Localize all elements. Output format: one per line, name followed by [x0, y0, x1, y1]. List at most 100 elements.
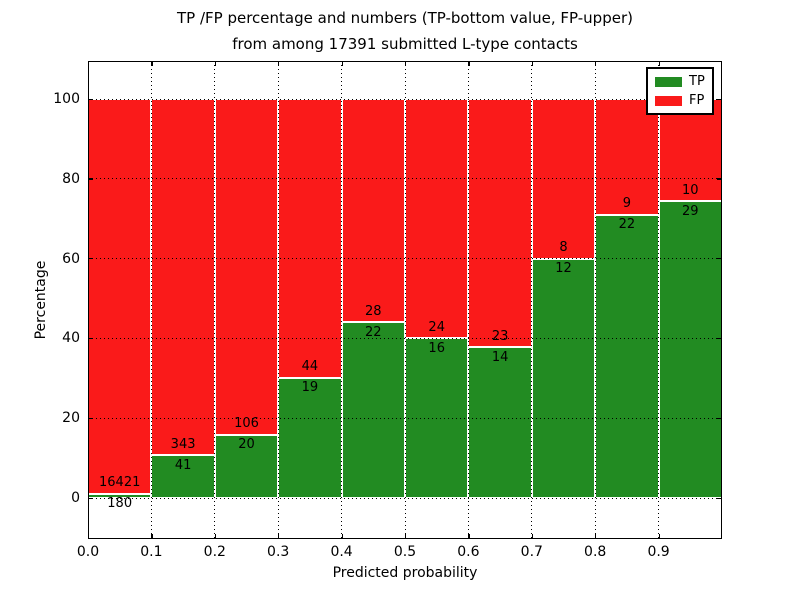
x-tick-mark — [595, 534, 597, 539]
legend-label: FP — [689, 93, 705, 108]
x-tick-label: 0.0 — [76, 544, 100, 560]
fp-count-label: 16421 — [99, 475, 141, 491]
gridline-vertical — [404, 61, 406, 539]
x-tick-mark — [405, 61, 407, 66]
x-tick-mark — [214, 61, 217, 66]
bar-tp-segment — [468, 347, 532, 498]
y-tick-mark — [717, 417, 722, 419]
x-tick-mark — [531, 61, 534, 66]
y-tick-mark — [88, 337, 93, 340]
y-tick-mark — [88, 258, 93, 260]
x-tick-mark — [468, 61, 470, 66]
x-tick-mark — [278, 534, 280, 539]
x-tick-label: 0.8 — [584, 544, 607, 560]
bar-tp-segment — [341, 322, 405, 498]
x-tick-mark — [405, 534, 407, 539]
legend: TP FP — [646, 67, 714, 115]
x-tick-label: 0.5 — [393, 544, 417, 560]
fp-count-label: 106 — [234, 416, 259, 432]
bar-fp-segment — [278, 99, 342, 378]
chart-title-line1: TP /FP percentage and numbers (TP-bottom… — [177, 9, 633, 27]
bar-tp-segment — [531, 258, 596, 498]
gridline-horizontal — [88, 497, 722, 499]
fp-count-label: 44 — [301, 359, 319, 375]
y-tick-label: 40 — [62, 330, 80, 347]
y-axis-label: Percentage — [33, 260, 49, 340]
gridline-vertical — [467, 61, 469, 539]
x-tick-label: 0.3 — [267, 544, 290, 560]
bar-fp-segment — [214, 99, 279, 435]
x-tick-label: 0.6 — [457, 544, 480, 560]
chart-title: TP /FP percentage and numbers (TP-bottom… — [88, 5, 722, 57]
gridline-vertical — [214, 61, 216, 539]
fp-count-label: 9 — [622, 196, 632, 212]
x-tick-label: 0.1 — [140, 544, 163, 560]
tp-count-label: 180 — [107, 496, 133, 512]
y-tick-mark — [717, 98, 722, 100]
tp-count-label: 22 — [365, 324, 382, 340]
tp-count-label: 14 — [491, 349, 509, 365]
y-tick-mark — [717, 337, 722, 340]
tp-count-label: 41 — [174, 457, 192, 473]
x-tick-mark — [531, 534, 534, 539]
gridline-vertical — [658, 61, 660, 539]
x-tick-mark — [341, 61, 343, 66]
x-tick-mark — [151, 534, 153, 539]
bar-fp-segment — [658, 99, 722, 202]
x-tick-mark — [658, 61, 660, 66]
bar-fp-segment — [341, 99, 405, 323]
plot-area: TP FP 16421 180 343 41 106 20 44 19 28 22 24 16 23 14 8… — [88, 61, 722, 539]
tp-count-label: 19 — [301, 380, 319, 396]
bar-tp-segment — [278, 377, 342, 498]
gridline-vertical — [277, 61, 279, 539]
x-tick-mark — [88, 534, 90, 539]
y-tick-label: 60 — [62, 250, 80, 267]
legend-swatch-tp-icon — [655, 76, 682, 87]
x-tick-mark — [658, 534, 660, 539]
x-tick-label: 0.9 — [647, 544, 670, 560]
y-tick-label: 0 — [71, 490, 80, 506]
legend-item: TP — [655, 75, 712, 88]
x-tick-label: 0.2 — [203, 544, 226, 560]
x-tick-label: 0.7 — [520, 544, 543, 560]
bar-fp-segment — [405, 99, 469, 339]
fp-count-label: 24 — [428, 319, 445, 335]
gridline-horizontal — [88, 178, 722, 180]
bar-tp-segment — [151, 455, 215, 498]
x-tick-mark — [151, 61, 153, 66]
x-axis-label: Predicted probability — [332, 565, 478, 581]
x-tick-mark — [595, 61, 597, 66]
bar-tp-segment — [214, 434, 279, 498]
x-tick-mark — [278, 61, 280, 66]
fp-count-label: 8 — [559, 240, 568, 256]
gridline-horizontal — [88, 258, 722, 260]
gridline-vertical — [531, 61, 533, 539]
fp-count-label: 28 — [365, 303, 382, 319]
legend-item: FP — [655, 94, 712, 107]
y-tick-mark — [717, 178, 722, 180]
x-tick-mark — [468, 534, 470, 539]
y-tick-mark — [88, 178, 93, 180]
y-tick-label: 100 — [53, 91, 80, 107]
y-tick-mark — [88, 98, 93, 100]
fp-count-label: 23 — [491, 328, 509, 344]
y-tick-mark — [717, 497, 722, 499]
gridline-vertical — [594, 61, 596, 539]
fp-count-label: 10 — [682, 182, 699, 198]
legend-swatch-fp-icon — [655, 95, 682, 106]
bar-fp-segment — [88, 99, 152, 494]
gridline-vertical — [341, 61, 343, 539]
tp-count-label: 12 — [555, 261, 572, 277]
fp-count-label: 343 — [170, 436, 196, 452]
gridline-horizontal — [88, 337, 722, 339]
y-tick-label: 20 — [62, 410, 80, 427]
gridline-horizontal — [88, 417, 722, 419]
x-tick-mark — [88, 61, 90, 66]
chart-title-line2: from among 17391 submitted L-type contac… — [232, 35, 578, 53]
tp-count-label: 29 — [682, 203, 699, 219]
x-tick-mark — [341, 534, 343, 539]
legend-label: TP — [689, 74, 705, 89]
tp-count-label: 16 — [428, 340, 445, 356]
gridline-horizontal — [88, 98, 722, 100]
x-tick-label: 0.4 — [330, 544, 353, 560]
